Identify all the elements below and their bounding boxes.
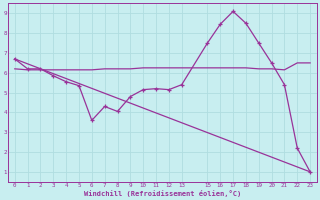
X-axis label: Windchill (Refroidissement éolien,°C): Windchill (Refroidissement éolien,°C) (84, 190, 241, 197)
